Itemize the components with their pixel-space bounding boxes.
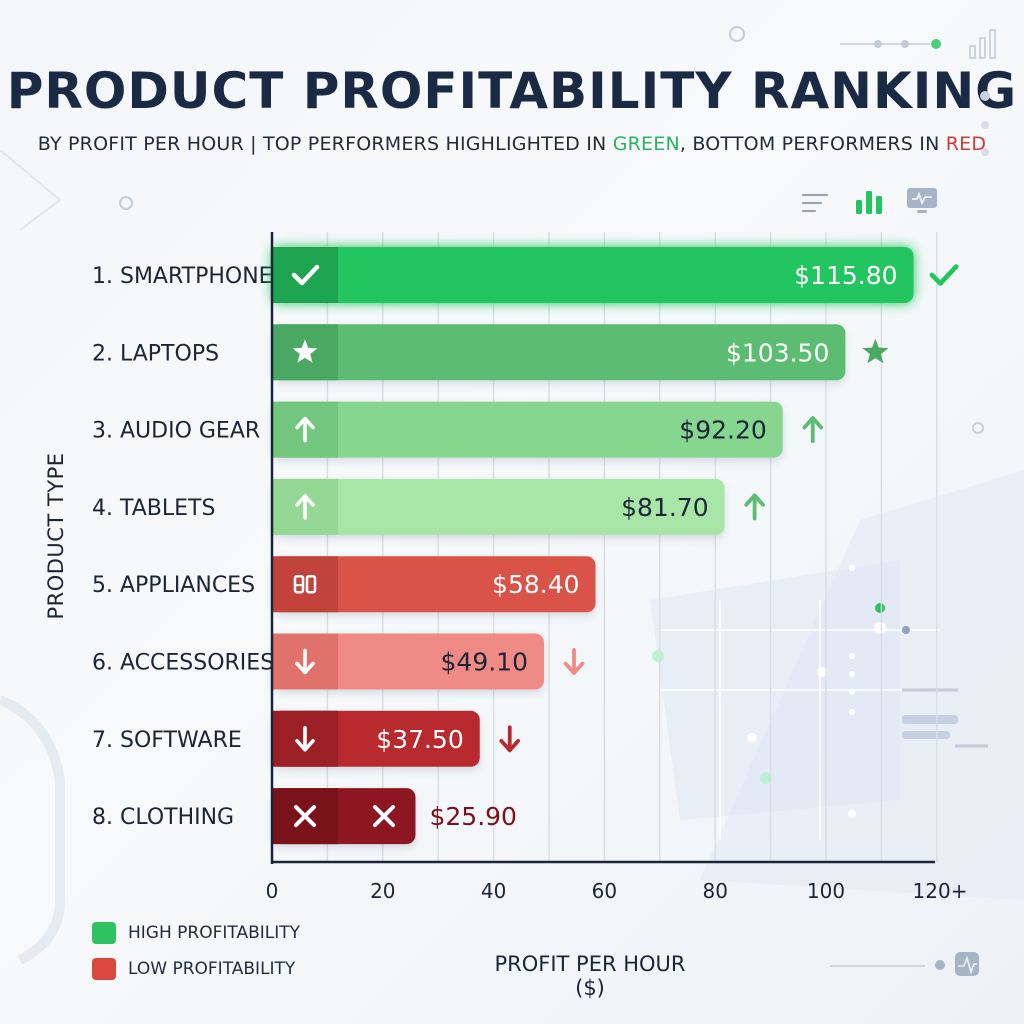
value-label: $92.20	[679, 416, 766, 445]
check-icon	[929, 264, 959, 286]
axes: 0 20 40 60 80 100 120+	[266, 232, 968, 903]
subtitle-green-word: GREEN	[612, 133, 680, 155]
bar-row[interactable]: 3. AUDIO GEAR $92.20	[92, 401, 824, 458]
star-icon	[862, 338, 889, 364]
check-icon	[291, 264, 320, 286]
x-tick-label: 0	[266, 879, 279, 903]
bar[interactable]	[272, 247, 914, 303]
bar-row[interactable]: 1. SMARTPHONES $115.80	[92, 247, 959, 303]
page-subtitle: BY PROFIT PER HOUR | TOP PERFORMERS HIGH…	[0, 133, 1024, 155]
bar-row[interactable]: 4. TABLETS $81.70	[92, 478, 765, 535]
arrow-down-icon	[563, 648, 585, 675]
bar-chart-icon[interactable]	[853, 186, 885, 216]
bar[interactable]	[272, 633, 545, 690]
bar[interactable]	[272, 556, 596, 613]
value-label: $81.70	[621, 493, 708, 522]
cross-icon	[294, 805, 316, 828]
value-label: $25.90	[429, 802, 516, 831]
arrow-up-icon	[802, 416, 824, 444]
value-label: $37.50	[376, 725, 463, 754]
category-label: 1. SMARTPHONES	[92, 264, 287, 289]
arrow-up-icon	[295, 416, 315, 443]
legend-item-low[interactable]: LOW PROFITABILITY	[92, 954, 300, 984]
category-label: 4. TABLETS	[92, 496, 215, 521]
value-label: $58.40	[492, 570, 579, 599]
x-tick-label: 100	[807, 879, 845, 903]
x-axis-label: PROFIT PER HOUR ($)	[494, 952, 686, 1000]
category-label: 6. ACCESSORIES	[92, 651, 274, 676]
category-label: 2. LAPTOPS	[92, 341, 219, 366]
x-tick-label: 120+	[913, 879, 968, 903]
legend-item-high[interactable]: HIGH PROFITABILITY	[92, 918, 300, 948]
category-label: 3. AUDIO GEAR	[92, 419, 260, 444]
arrow-down-icon	[295, 725, 315, 752]
x-tick-label: 40	[481, 879, 506, 903]
filter-list-icon[interactable]	[800, 190, 830, 216]
legend: HIGH PROFITABILITY LOW PROFITABILITY	[92, 918, 300, 990]
arrow-down-icon	[295, 648, 315, 675]
subtitle-middle: , BOTTOM PERFORMERS IN	[679, 133, 946, 155]
arrow-down-icon	[499, 725, 521, 753]
arrow-up-icon	[744, 493, 765, 521]
value-label: $115.80	[794, 261, 897, 290]
subtitle-prefix: BY PROFIT PER HOUR | TOP PERFORMERS HIGH…	[37, 133, 613, 155]
legend-label-high: HIGH PROFITABILITY	[128, 923, 301, 943]
legend-swatch-high	[92, 922, 116, 944]
bar-row[interactable]: 2. LAPTOPS $103.50	[92, 324, 889, 381]
value-label: $103.50	[726, 338, 829, 367]
legend-label-low: LOW PROFITABILITY	[128, 959, 296, 979]
value-label: $49.10	[441, 648, 528, 677]
cross-icon	[373, 805, 395, 828]
y-axis-label: PRODUCT TYPE	[44, 452, 68, 620]
bar-cap	[272, 247, 338, 303]
bar-row[interactable]: 6. ACCESSORIES $49.10	[92, 633, 585, 690]
bar-cap	[272, 556, 338, 613]
appliance-icon	[293, 574, 317, 594]
bar-row[interactable]: 8. CLOTHING $25.90	[92, 788, 517, 845]
star-icon	[292, 339, 318, 363]
bars: 1. SMARTPHONES $115.80 2. LAPTOPS $103.50 3.…	[92, 247, 959, 845]
legend-swatch-low	[92, 958, 116, 980]
bar[interactable]	[272, 324, 846, 381]
bar[interactable]	[272, 478, 725, 535]
page-title: PRODUCT PROFITABILITY RANKING	[6, 62, 1018, 120]
category-label: 7. SOFTWARE	[92, 728, 242, 753]
x-tick-label: 60	[592, 879, 617, 903]
bar-row[interactable]: 7. SOFTWARE $37.50	[92, 710, 521, 767]
subtitle-red-word: RED	[945, 133, 987, 155]
x-tick-label: 20	[370, 879, 395, 903]
category-label: 8. CLOTHING	[92, 805, 234, 830]
bar-row[interactable]: 5. APPLIANCES $58.40	[92, 556, 596, 613]
monitor-icon[interactable]	[905, 186, 939, 216]
bar[interactable]	[272, 401, 783, 458]
category-label: 5. APPLIANCES	[92, 573, 255, 598]
x-tick-label: 80	[702, 879, 727, 903]
arrow-up-icon	[295, 494, 315, 520]
